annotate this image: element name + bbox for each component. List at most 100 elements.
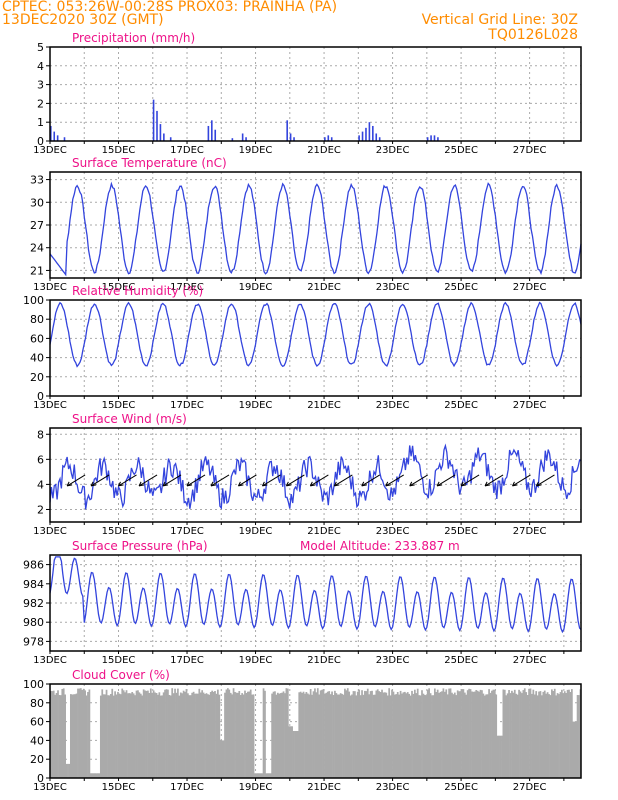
cloud-bar <box>502 689 505 778</box>
cloud-bar <box>418 695 420 778</box>
cloud-bar <box>112 695 115 778</box>
cloud-bar <box>191 692 194 778</box>
cloud-bar <box>342 694 345 778</box>
cloud-bar <box>516 694 519 778</box>
cloud-bar <box>276 692 279 778</box>
y-tick-label: 3 <box>37 79 44 92</box>
x-tick-label: 25DEC <box>444 400 478 411</box>
cloud-bar <box>142 689 145 778</box>
wind-arrow <box>118 474 137 487</box>
cloud-bar <box>248 691 251 778</box>
cloud-bar <box>543 690 546 778</box>
wind-arrow-head <box>118 481 124 487</box>
wind-arrow <box>484 474 504 487</box>
x-tick-label: 17DEC <box>170 782 204 793</box>
cloud-bar <box>492 689 495 778</box>
cloud-bar <box>306 693 309 778</box>
cloud-bar <box>305 692 308 778</box>
wind-arrow <box>409 474 428 487</box>
cloud-bar <box>145 690 148 778</box>
cloud-bar <box>255 773 258 778</box>
cloud-bar <box>201 690 204 778</box>
cloud-bar <box>162 692 165 778</box>
cloud-bar <box>254 773 256 778</box>
cloud-bar <box>498 735 500 778</box>
panel-2: 21 24 27 30 33 13DEC 15DEC 17DEC 19DEC 21DEC 23DEC… <box>30 156 582 293</box>
precip-bar <box>241 133 244 141</box>
cloud-bar <box>119 694 122 778</box>
wind-arrow-head <box>460 481 467 487</box>
cloud-bar <box>375 690 378 778</box>
cloud-bar <box>182 690 185 778</box>
cloud-bar <box>392 691 395 778</box>
cloud-bar <box>50 690 52 778</box>
station-title: CPTEC: 053:26W-00:28S PROX03: PRAINHA (P… <box>2 0 338 15</box>
cloud-bar <box>161 695 164 778</box>
y-tick-label: 8 <box>37 428 44 441</box>
panel-frame <box>49 171 582 279</box>
cloud-bar <box>309 689 312 778</box>
cloud-bar <box>515 693 518 778</box>
cloud-bar <box>256 773 259 778</box>
cloud-bar <box>272 691 275 778</box>
x-tick-label: 25DEC <box>444 145 478 156</box>
cloud-bar <box>501 735 503 778</box>
cloud-bar <box>329 694 332 778</box>
y-tick-label: 100 <box>23 678 44 691</box>
cloud-bar <box>159 695 162 778</box>
cloud-bar <box>465 694 468 778</box>
cloud-bar <box>54 694 57 778</box>
cloud-bar <box>503 689 506 778</box>
cloud-bar <box>443 691 446 778</box>
cloud-bar <box>245 693 248 778</box>
cloud-bar <box>328 691 331 778</box>
precip-bar <box>433 135 436 141</box>
cloud-bar <box>195 693 198 778</box>
cloud-bar <box>536 695 539 778</box>
cloud-bar <box>109 694 112 778</box>
cloud-bar <box>94 773 96 778</box>
cloud-bar <box>104 694 106 778</box>
cloud-bar <box>149 688 152 778</box>
cloud-bar <box>79 688 82 778</box>
cloud-bar <box>385 692 388 778</box>
cloud-bar <box>118 693 121 778</box>
x-tick-label: 15DEC <box>102 145 136 156</box>
cloud-bar <box>274 691 276 778</box>
cloud-bar <box>478 691 480 778</box>
y-tick-label: 20 <box>30 753 44 766</box>
cloud-bar <box>217 689 219 778</box>
cloud-bar <box>535 691 538 778</box>
cloud-bar <box>222 740 225 778</box>
y-tick-label: 2 <box>37 97 44 110</box>
humidity-line <box>49 301 582 368</box>
cloud-bar <box>108 695 111 778</box>
cloud-bar <box>341 693 343 778</box>
cloud-bar <box>258 773 261 778</box>
cloud-bar <box>121 688 124 778</box>
cloud-bar <box>164 689 166 778</box>
cloud-bar <box>51 691 54 778</box>
x-tick-label: 23DEC <box>376 655 410 666</box>
precip-bar <box>378 137 381 141</box>
cloud-bar <box>565 693 568 778</box>
cloud-bar <box>288 726 291 778</box>
x-tick-label: 15DEC <box>102 400 136 411</box>
cloud-bar <box>281 692 283 778</box>
wind-arrow-head <box>361 481 367 487</box>
cloud-bar <box>482 693 485 778</box>
cloud-bar <box>127 693 129 778</box>
model-altitude: Model Altitude: 233.887 m <box>300 539 460 553</box>
y-tick-label: 40 <box>30 734 44 747</box>
cloud-bar <box>197 693 199 778</box>
x-tick-label: 21DEC <box>307 526 341 537</box>
y-tick-label: 21 <box>30 264 44 277</box>
cloud-bar <box>208 694 211 778</box>
cloud-bar <box>135 690 138 778</box>
cloud-bar <box>416 688 419 778</box>
cloud-bar <box>471 691 473 778</box>
cloud-bar <box>209 692 212 778</box>
cloud-bar <box>224 692 226 778</box>
wind-arrow <box>361 474 381 487</box>
cloud-bar <box>275 694 278 778</box>
